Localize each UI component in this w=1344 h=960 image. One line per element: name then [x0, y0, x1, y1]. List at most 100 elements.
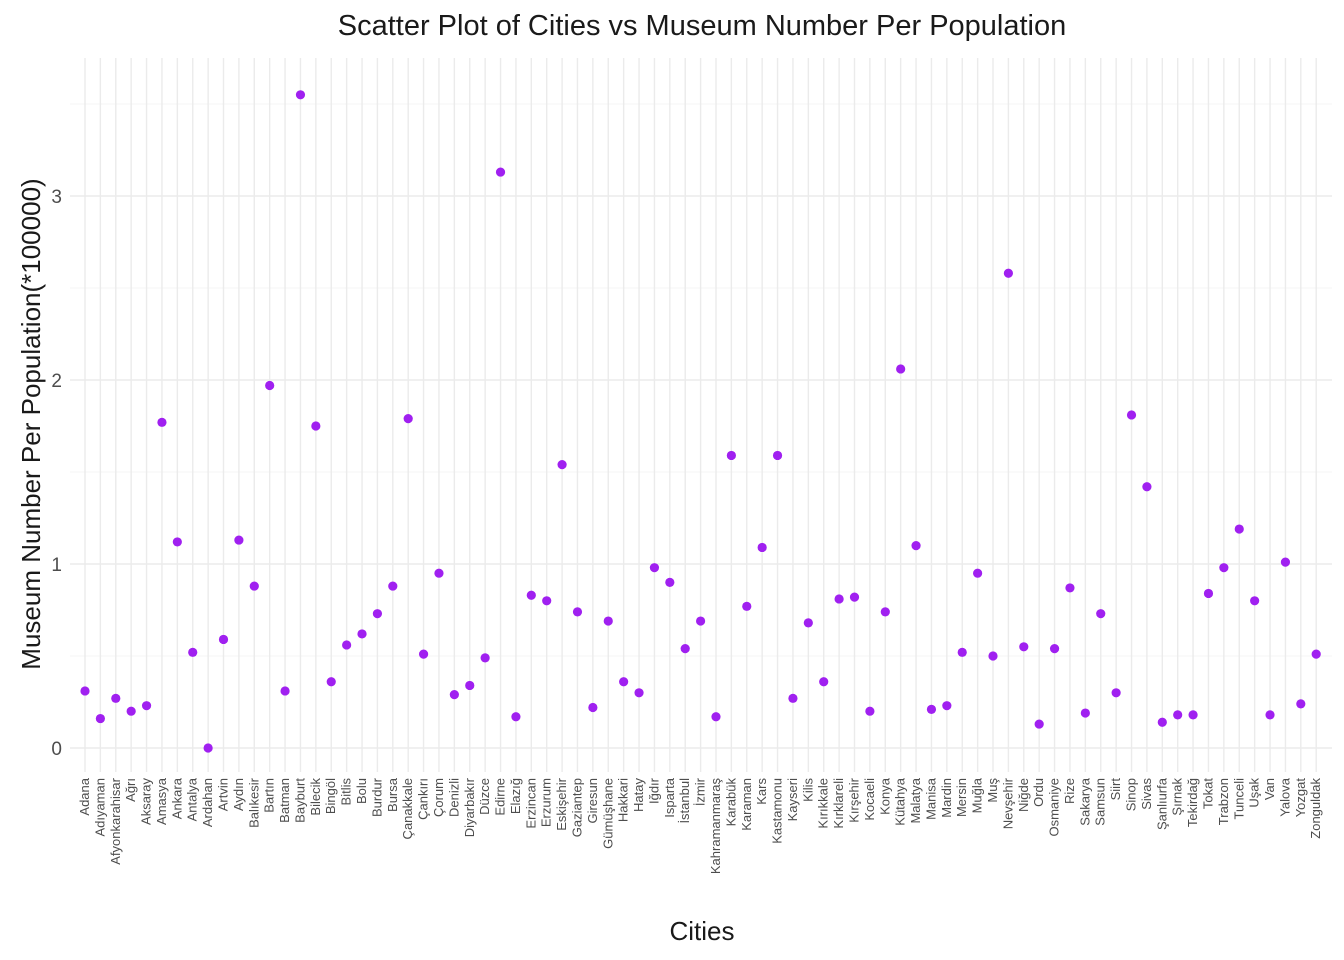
data-point — [803, 618, 813, 628]
x-tick-label: Mardin — [939, 778, 954, 818]
x-axis-ticks: Adana Adıyaman Afyonkarahisar Ağrı Aksaray Am… — [77, 777, 1323, 874]
data-point — [557, 460, 567, 470]
x-tick-label: Eskişehir — [554, 777, 569, 830]
data-point — [619, 677, 629, 687]
data-point — [988, 651, 998, 661]
x-tick-label: Rize — [1062, 778, 1077, 804]
x-tick-label: Kilis — [800, 778, 815, 802]
data-point — [203, 743, 213, 753]
data-point — [788, 693, 798, 703]
x-tick-label: Muğla — [970, 777, 985, 813]
data-point — [326, 677, 336, 687]
data-point — [388, 581, 398, 591]
x-tick-label: Erzincan — [523, 778, 538, 829]
data-point — [726, 450, 736, 461]
data-point — [911, 541, 921, 551]
data-point — [588, 702, 598, 713]
x-tick-label: Şırnak — [1170, 778, 1185, 816]
x-tick-label: Manisa — [923, 777, 938, 820]
data-point — [1157, 717, 1167, 727]
x-tick-label: Hakkari — [616, 778, 631, 822]
x-tick-label: Kastamonu — [770, 778, 785, 844]
x-tick-label: Kırşehir — [847, 777, 862, 822]
x-tick-label: Edirne — [493, 778, 508, 816]
x-axis-label: Cities — [669, 916, 734, 946]
x-tick-label: Yalova — [1277, 777, 1292, 817]
data-point — [311, 421, 321, 431]
x-tick-label: Kahramanmaraş — [708, 778, 723, 875]
data-point — [973, 568, 983, 578]
data-point — [757, 542, 767, 553]
x-tick-label: Hatay — [631, 778, 646, 812]
data-point — [849, 592, 860, 602]
data-point — [711, 712, 721, 722]
x-tick-label: Yozgat — [1293, 778, 1308, 818]
data-point — [649, 563, 660, 573]
data-point — [295, 90, 306, 100]
data-point — [111, 693, 121, 703]
data-point — [1126, 410, 1137, 420]
data-point — [665, 577, 675, 588]
x-tick-label: Burdur — [369, 777, 384, 817]
x-tick-label: Bartın — [262, 778, 277, 813]
x-tick-label: Isparta — [662, 777, 677, 818]
x-tick-label: Uşak — [1247, 778, 1262, 808]
x-tick-label: Sivas — [1139, 778, 1154, 810]
y-axis-label: Museum Number Per Population(*100000) — [16, 178, 46, 669]
data-point — [357, 629, 367, 639]
data-point — [172, 537, 182, 547]
x-tick-label: Samsun — [1093, 778, 1108, 826]
x-tick-label: Tekirdağ — [1185, 778, 1200, 827]
data-point — [865, 706, 875, 716]
x-tick-label: Tunceli — [1231, 778, 1246, 820]
x-tick-label: Kütahya — [893, 777, 908, 825]
x-tick-label: Bitlis — [339, 778, 354, 806]
data-point — [1311, 649, 1321, 659]
x-tick-label: Çankırı — [416, 778, 431, 820]
x-tick-label: Osmaniye — [1047, 778, 1062, 837]
x-tick-label: Niğde — [1016, 778, 1031, 812]
y-tick-label: 3 — [51, 187, 62, 208]
x-tick-label: Bayburt — [292, 778, 307, 823]
x-tick-label: Gaziantep — [569, 778, 584, 837]
data-point — [942, 701, 952, 711]
x-tick-label: Tokat — [1200, 778, 1215, 809]
x-tick-label: Artvin — [216, 778, 231, 811]
data-point — [95, 713, 105, 724]
x-tick-label: Kırklareli — [831, 778, 846, 829]
x-tick-label: Aksaray — [139, 778, 154, 825]
x-tick-label: Karaman — [739, 778, 754, 831]
data-point — [572, 607, 583, 617]
x-tick-label: Mersin — [954, 778, 969, 817]
data-point — [542, 596, 552, 606]
data-point — [480, 653, 490, 663]
data-point — [157, 417, 167, 427]
data-point — [880, 607, 890, 617]
data-point — [634, 688, 644, 698]
data-point — [449, 690, 459, 700]
data-point — [434, 568, 444, 578]
x-tick-label: Muş — [985, 778, 1000, 803]
x-tick-label: Sinop — [1124, 778, 1139, 811]
y-axis-ticks: 0 1 2 3 — [51, 187, 62, 760]
data-point — [234, 535, 244, 545]
x-tick-label: Bolu — [354, 778, 369, 804]
x-tick-label: İstanbul — [677, 778, 692, 824]
x-tick-label: Afyonkarahisar — [108, 777, 123, 864]
data-point — [495, 167, 506, 177]
x-tick-label: Zonguldak — [1308, 778, 1323, 839]
x-tick-label: Aydın — [231, 778, 246, 811]
data-point — [896, 364, 906, 374]
x-tick-label: Ağrı — [123, 778, 138, 802]
x-tick-label: Ankara — [169, 777, 184, 819]
x-tick-label: Çanakkale — [400, 778, 415, 839]
x-tick-label: Konya — [877, 777, 892, 815]
data-point — [342, 640, 352, 650]
data-point — [680, 644, 690, 654]
x-tick-label: Trabzon — [1216, 778, 1231, 825]
x-tick-label: Kırıkkale — [816, 778, 831, 829]
data-point — [403, 414, 413, 424]
x-tick-label: Kars — [754, 778, 769, 805]
chart-title: Scatter Plot of Cities vs Museum Number … — [337, 10, 1067, 42]
x-tick-label: Adana — [77, 777, 92, 815]
